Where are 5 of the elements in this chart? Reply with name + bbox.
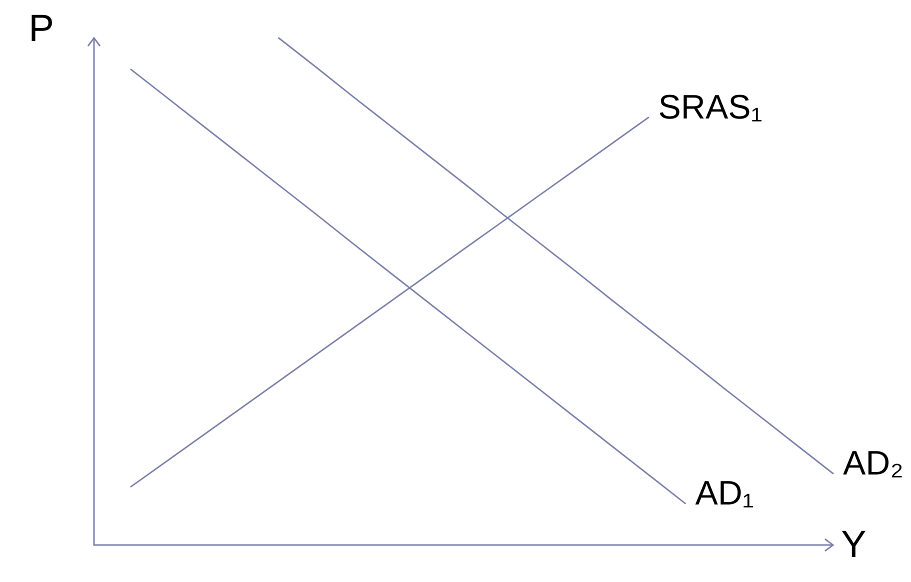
y-axis-title: P bbox=[28, 8, 54, 50]
series-label: AD₂ bbox=[843, 444, 904, 483]
series-label: AD₁ bbox=[695, 474, 754, 512]
series-label: SRAS₁ bbox=[658, 88, 762, 127]
x-axis-title: Y bbox=[841, 524, 866, 566]
